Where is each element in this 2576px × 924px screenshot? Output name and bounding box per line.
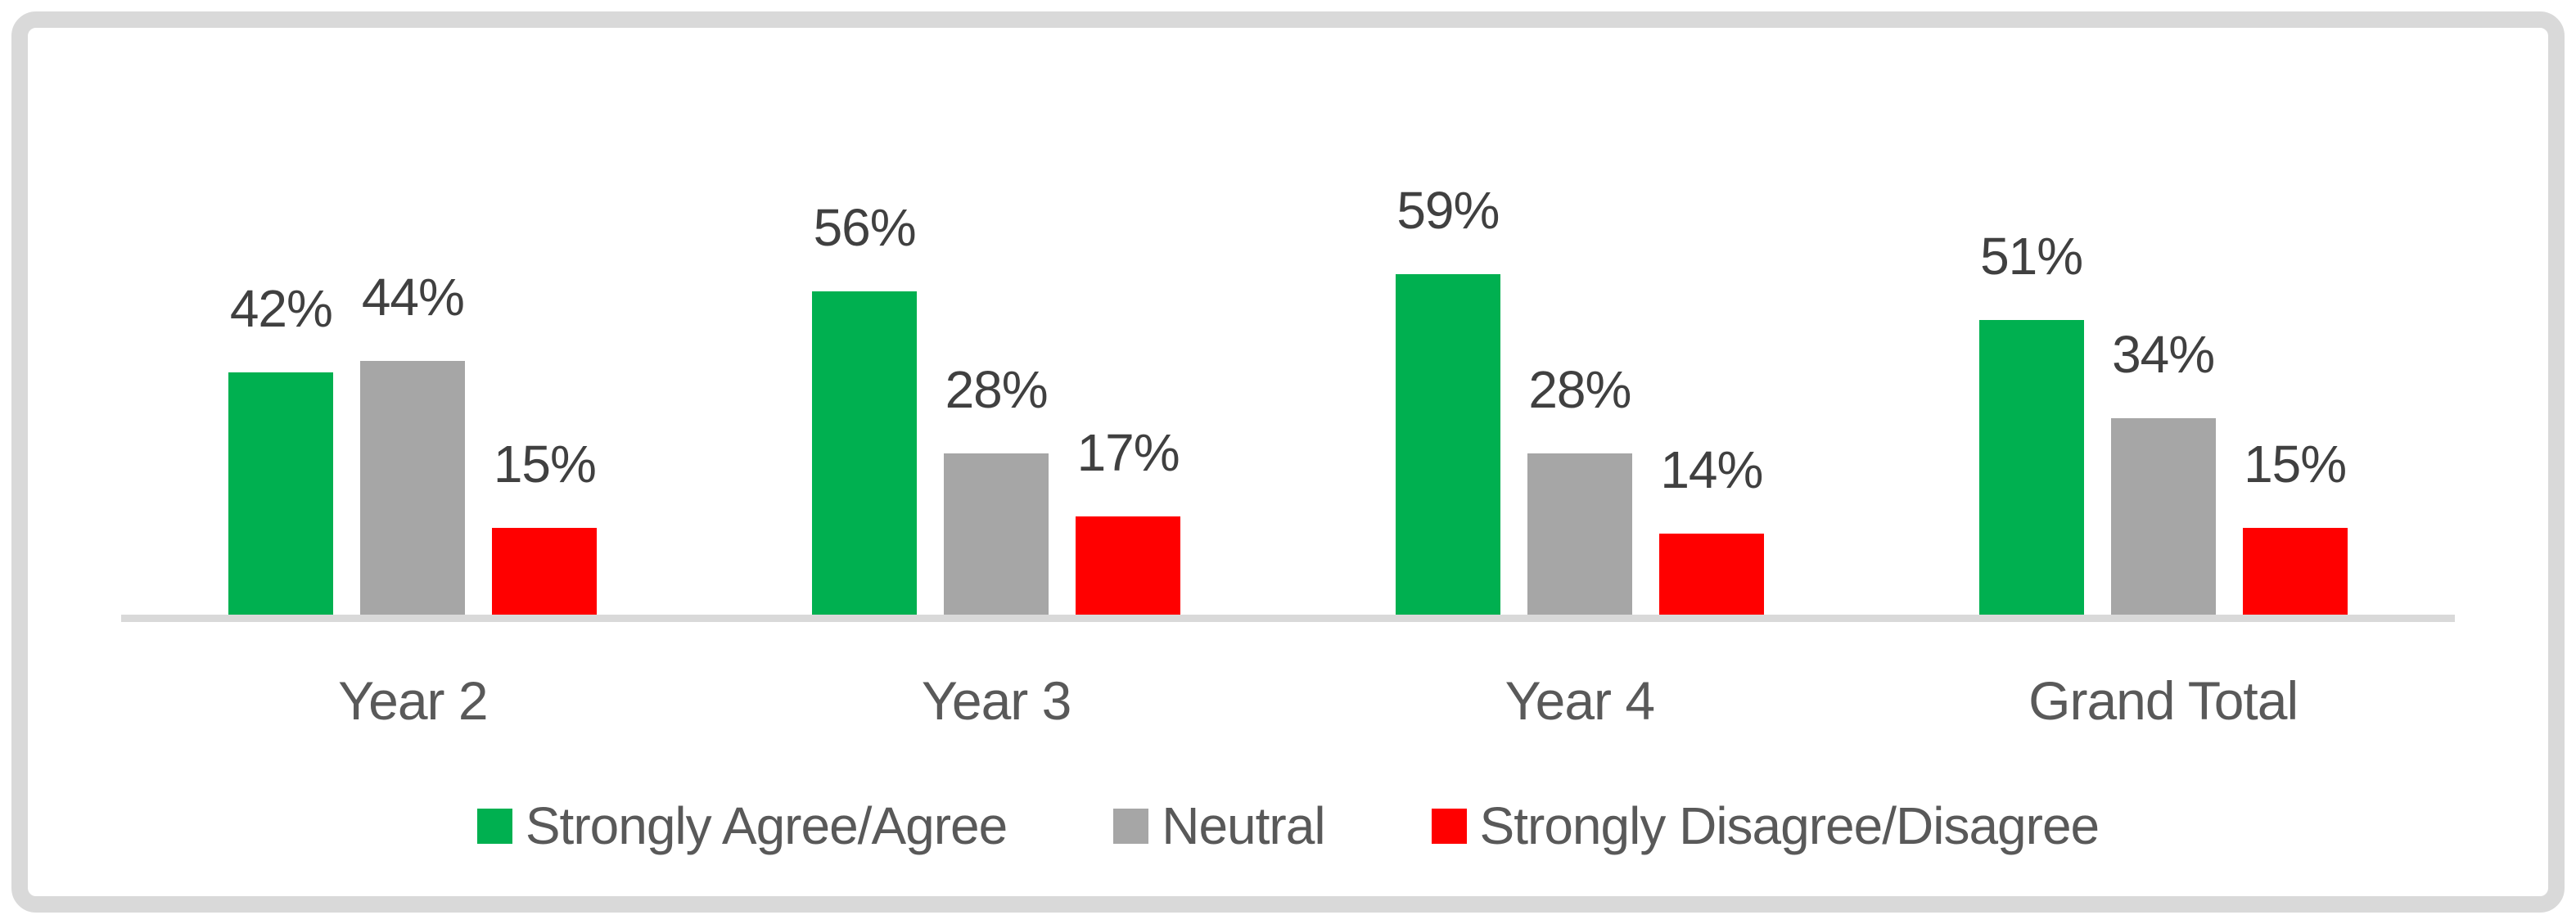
bar-cell-strongly-disagree-disagree-year-3: 17% xyxy=(1076,420,1181,615)
x-axis-label-year-3: Year 3 xyxy=(921,670,1071,731)
data-label-strongly-disagree-disagree-year-2: 15% xyxy=(493,435,597,494)
legend-swatch-neutral xyxy=(1113,808,1149,844)
bar-group-year-2: 42% 44% 15% xyxy=(121,56,705,615)
data-label-strongly-disagree-disagree-year-4: 14% xyxy=(1660,440,1763,499)
bar-group-grand-total: 51% 34% 15% xyxy=(1871,56,2455,615)
bar-cell-strongly-agree-agree-year-2: 42% xyxy=(228,276,334,615)
legend-item-neutral: Neutral xyxy=(1113,796,1326,856)
bar-strongly-disagree-disagree-grand-total xyxy=(2242,528,2348,615)
bar-cell-strongly-agree-agree-year-4: 59% xyxy=(1395,178,1500,615)
data-label-strongly-agree-agree-year-2: 42% xyxy=(229,279,333,338)
x-axis-label-year-2: Year 2 xyxy=(338,670,488,731)
x-axis-label-year-4: Year 4 xyxy=(1505,670,1655,731)
data-label-strongly-disagree-disagree-grand-total: 15% xyxy=(2244,435,2347,494)
bar-strongly-agree-agree-year-3 xyxy=(812,291,918,615)
data-label-strongly-agree-agree-grand-total: 51% xyxy=(1980,227,2083,286)
plot-area: 42% 44% 15% 56% 28% 17% 59% 28% 14% 51% 34% 15% xyxy=(121,56,2455,615)
bar-strongly-disagree-disagree-year-3 xyxy=(1076,516,1181,615)
bar-neutral-year-4 xyxy=(1527,453,1632,615)
bar-strongly-agree-agree-grand-total xyxy=(1978,320,2084,615)
x-axis-label-grand-total: Grand Total xyxy=(2028,670,2299,731)
bar-neutral-year-2 xyxy=(360,361,466,615)
chart-content: 42% 44% 15% 56% 28% 17% 59% 28% 14% 51% 34% 15% Yea… xyxy=(56,56,2520,868)
data-label-strongly-agree-agree-year-3: 56% xyxy=(813,198,917,257)
bar-cell-strongly-disagree-disagree-year-2: 15% xyxy=(492,431,598,615)
bar-neutral-grand-total xyxy=(2110,418,2216,615)
bar-strongly-agree-agree-year-2 xyxy=(228,372,334,615)
data-label-strongly-disagree-disagree-year-3: 17% xyxy=(1076,423,1180,482)
legend-label-neutral: Neutral xyxy=(1162,796,1325,855)
bar-cell-strongly-agree-agree-grand-total: 51% xyxy=(1978,223,2084,615)
bar-cell-strongly-disagree-disagree-year-4: 14% xyxy=(1658,437,1764,615)
x-axis-line xyxy=(121,615,2455,622)
legend-label-strongly-agree-agree: Strongly Agree/Agree xyxy=(525,796,1008,855)
bar-group-year-4: 59% 28% 14% xyxy=(1288,56,1872,615)
chart-frame: 42% 44% 15% 56% 28% 17% 59% 28% 14% 51% 34% 15% Yea… xyxy=(11,11,2565,913)
data-label-neutral-year-4: 28% xyxy=(1528,360,1631,419)
legend-swatch-strongly-agree-agree xyxy=(476,808,512,844)
data-label-neutral-year-3: 28% xyxy=(945,360,1049,419)
bar-cell-neutral-year-4: 28% xyxy=(1527,357,1632,615)
legend-label-strongly-disagree-disagree: Strongly Disagree/Disagree xyxy=(1479,796,2100,855)
legend: Strongly Agree/Agree Neutral Strongly Disa… xyxy=(121,796,2455,856)
bar-neutral-year-3 xyxy=(944,453,1049,615)
bar-cell-neutral-year-2: 44% xyxy=(360,264,466,615)
bar-cell-neutral-year-3: 28% xyxy=(944,357,1049,615)
bar-strongly-disagree-disagree-year-4 xyxy=(1658,534,1764,615)
legend-item-strongly-disagree-disagree: Strongly Disagree/Disagree xyxy=(1431,796,2100,856)
bar-cell-neutral-grand-total: 34% xyxy=(2110,322,2216,615)
legend-item-strongly-agree-agree: Strongly Agree/Agree xyxy=(476,796,1008,856)
data-label-strongly-agree-agree-year-4: 59% xyxy=(1396,181,1500,240)
bar-cell-strongly-disagree-disagree-grand-total: 15% xyxy=(2242,431,2348,615)
data-label-neutral-grand-total: 34% xyxy=(2112,325,2215,384)
bar-group-year-3: 56% 28% 17% xyxy=(705,56,1288,615)
x-axis-labels: Year 2 Year 3 Year 4 Grand Total xyxy=(121,669,2455,732)
data-label-neutral-year-2: 44% xyxy=(361,268,465,327)
bar-strongly-disagree-disagree-year-2 xyxy=(492,528,598,615)
legend-swatch-strongly-disagree-disagree xyxy=(1431,808,1467,844)
bar-strongly-agree-agree-year-4 xyxy=(1395,274,1500,615)
bar-cell-strongly-agree-agree-year-3: 56% xyxy=(812,195,918,615)
